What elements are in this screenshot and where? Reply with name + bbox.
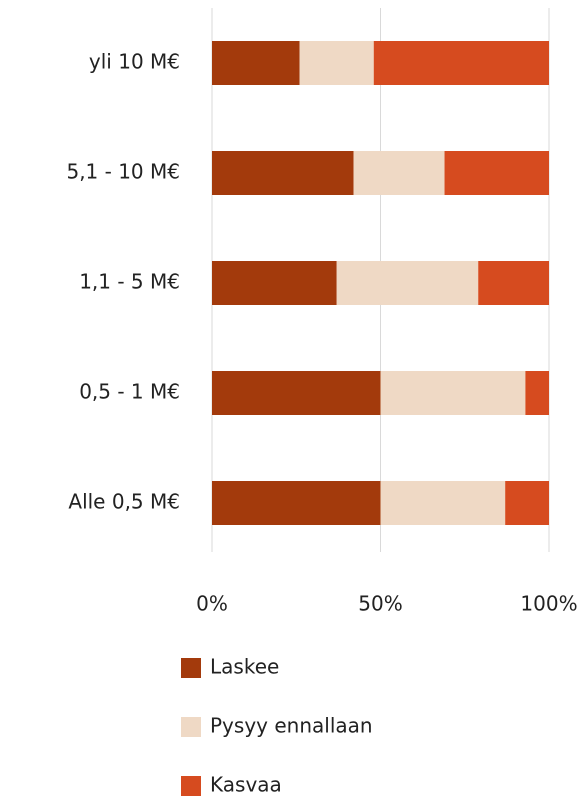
x-tick-label: 0% — [196, 592, 228, 616]
legend-label: Kasvaa — [210, 773, 282, 797]
y-tick-label: 5,1 - 10 M€ — [66, 160, 180, 184]
bar-segment — [299, 41, 374, 85]
x-tick-label: 100% — [520, 592, 577, 616]
legend-label: Laskee — [210, 655, 279, 679]
bar-segment — [353, 151, 445, 195]
bar-segment — [380, 371, 526, 415]
bar-segment — [212, 261, 337, 305]
bar-segment — [380, 481, 506, 525]
bar-segment — [478, 261, 549, 305]
bar-segment — [373, 41, 549, 85]
bar-segment — [444, 151, 549, 195]
x-tick-label: 50% — [358, 592, 402, 616]
y-tick-label: Alle 0,5 M€ — [68, 490, 180, 514]
legend-swatch — [181, 717, 201, 737]
bar-segment — [505, 481, 549, 525]
y-tick-label: 0,5 - 1 M€ — [79, 380, 180, 404]
bar-segment — [212, 371, 381, 415]
legend-label: Pysyy ennallaan — [210, 714, 373, 738]
bar-segment — [336, 261, 479, 305]
legend-swatch — [181, 658, 201, 678]
bar-segment — [212, 151, 354, 195]
bar-segment — [212, 41, 300, 85]
legend-swatch — [181, 776, 201, 796]
bar-segment — [212, 481, 381, 525]
bar-segment — [525, 371, 549, 415]
y-tick-label: 1,1 - 5 M€ — [79, 270, 180, 294]
y-tick-label: yli 10 M€ — [89, 50, 180, 74]
